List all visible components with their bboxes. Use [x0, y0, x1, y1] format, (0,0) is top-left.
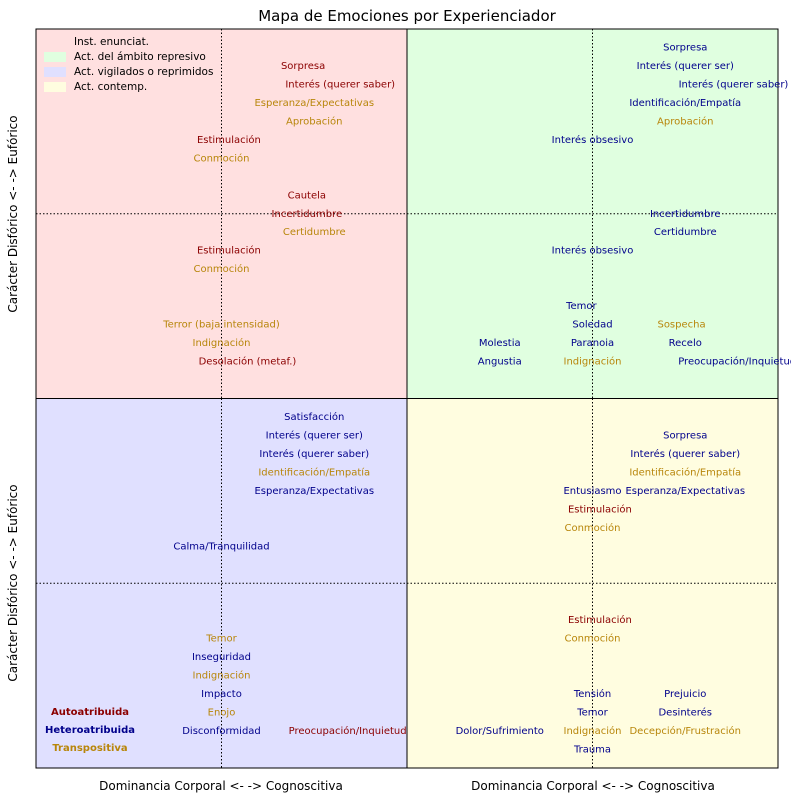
emotion-label: Inseguridad	[192, 652, 251, 663]
legend-entry: Act. contemp.	[74, 81, 147, 93]
panels-layer: Sorpresa Interés (querer saber) Esperanza/…	[35, 28, 791, 769]
emotion-label: Indignación	[193, 670, 251, 682]
legend-entry: Inst. enunciat.	[74, 36, 149, 48]
emotion-label: Soledad	[572, 320, 612, 331]
emotion-label: Tensión	[573, 688, 611, 700]
emotion-label: Sorpresa	[281, 61, 325, 72]
emotion-label: Sorpresa	[663, 42, 707, 53]
emotion-label: Conmoción	[564, 522, 620, 534]
emotion-label: Identificación/Empatía	[258, 466, 370, 478]
legend-entry: Act. vigilados o reprimidos	[74, 66, 213, 78]
emotion-label: Incertidumbre	[272, 209, 343, 220]
emotion-label: Desolación (metaf.)	[199, 356, 297, 368]
emotion-label: Interés (querer saber)	[285, 78, 395, 90]
emotion-label: Temor	[576, 708, 608, 719]
emotion-label: Desinterés	[658, 707, 712, 719]
emotion-label: Esperanza/Expectativas	[625, 486, 745, 497]
emotion-label: Aprobación	[286, 115, 342, 127]
panel-1: Sorpresa Interés (querer saber) Esperanza/…	[35, 28, 408, 399]
emotion-label: Preocupación/Inquietud	[678, 356, 791, 368]
emotion-label: Identificación/Empatía	[629, 97, 741, 109]
emotion-label: Entusiasmo	[563, 486, 621, 497]
emotion-label: Indignación	[564, 725, 622, 737]
emotion-label: Terror (baja intensidad)	[162, 320, 280, 331]
x-axis-label-right: Dominancia Corporal <- -> Cognoscitiva	[471, 779, 715, 793]
emotion-label: Angustia	[478, 357, 522, 368]
legend-swatch	[44, 67, 66, 77]
emotion-label: Sospecha	[657, 320, 705, 331]
emotion-label: Conmoción	[193, 263, 249, 275]
emotion-label: Identificación/Empatía	[629, 466, 741, 478]
emotion-label: Dolor/Sufrimiento	[456, 726, 544, 737]
legend: Inst. enunciat. Act. del ámbito represivo…	[44, 36, 213, 93]
emotion-label: Esperanza/Expectativas	[254, 486, 374, 497]
y-axis-label-bottom: Carácter Disfórico <- -> Eufórico	[6, 484, 20, 681]
attribution-key-entry: Heteroatribuida	[45, 725, 135, 736]
emotion-label: Certidumbre	[283, 227, 346, 238]
emotion-label: Estimulación	[197, 134, 261, 146]
emotion-label: Interés (querer ser)	[266, 429, 363, 441]
attribution-key-entry: Transpositiva	[52, 743, 127, 754]
emotion-label: Molestia	[479, 338, 521, 349]
legend-swatch	[44, 52, 66, 62]
legend-entry: Act. del ámbito represivo	[74, 51, 206, 63]
y-axis-label-top: Carácter Disfórico <- -> Eufórico	[6, 115, 20, 312]
emotion-label: Paranoia	[571, 338, 614, 349]
emotion-label: Estimulación	[197, 245, 261, 257]
attribution-key: Autoatribuida Heteroatribuida Transpositiv…	[45, 707, 135, 754]
legend-swatch	[44, 37, 66, 47]
chart-title: Mapa de Emociones por Experienciador	[258, 7, 556, 25]
emotion-label: Interés (querer ser)	[637, 60, 734, 72]
panel-4: Sorpresa Interés (querer saber) Identifica…	[406, 398, 779, 769]
emotion-label: Recelo	[669, 338, 702, 349]
emotion-label: Interés (querer saber)	[259, 448, 369, 460]
axis-labels-layer: Carácter Disfórico <- -> Eufórico Caráct…	[6, 115, 715, 793]
emotion-label: Enojo	[208, 708, 236, 719]
emotion-label: Interés obsesivo	[552, 134, 634, 146]
emotion-label: Conmoción	[564, 633, 620, 645]
emotion-label: Satisfacción	[284, 411, 344, 423]
emotion-label: Preocupación/Inquietud	[289, 725, 407, 737]
emotion-label: Sorpresa	[663, 430, 707, 441]
panel-2: Sorpresa Interés (querer ser) Interés (que…	[406, 28, 791, 399]
panel-3: Satisfacción Interés (querer ser) Interés …	[35, 398, 408, 769]
emotion-label: Temor	[205, 634, 237, 645]
emotion-label: Calma/Tranquilidad	[173, 541, 269, 552]
emotion-label: Trauma	[573, 745, 611, 756]
emotion-label: Disconformidad	[182, 726, 261, 737]
legend-swatch	[44, 82, 66, 92]
emotion-label: Impacto	[201, 689, 242, 700]
emotion-label: Estimulación	[568, 614, 632, 626]
attribution-key-entry: Autoatribuida	[51, 707, 129, 718]
emotion-label: Esperanza/Expectativas	[254, 98, 374, 109]
emotion-label: Cautela	[288, 190, 326, 201]
x-axis-label-left: Dominancia Corporal <- -> Cognoscitiva	[99, 779, 343, 793]
emotion-label: Certidumbre	[654, 227, 717, 238]
emotion-label: Indignación	[193, 337, 251, 349]
emotion-label: Aprobación	[657, 115, 713, 127]
emotion-label: Decepción/Frustración	[629, 725, 741, 737]
emotion-label: Indignación	[564, 356, 622, 368]
emotion-label: Interés (querer saber)	[630, 448, 740, 460]
emotion-label: Prejuicio	[664, 689, 706, 700]
emotion-label: Interés (querer saber)	[679, 78, 789, 90]
emotion-label: Conmoción	[193, 152, 249, 164]
emotion-label: Interés obsesivo	[552, 245, 634, 257]
emotion-label: Temor	[565, 301, 597, 312]
emotion-label: Incertidumbre	[650, 209, 721, 220]
emotion-label: Estimulación	[568, 503, 632, 515]
